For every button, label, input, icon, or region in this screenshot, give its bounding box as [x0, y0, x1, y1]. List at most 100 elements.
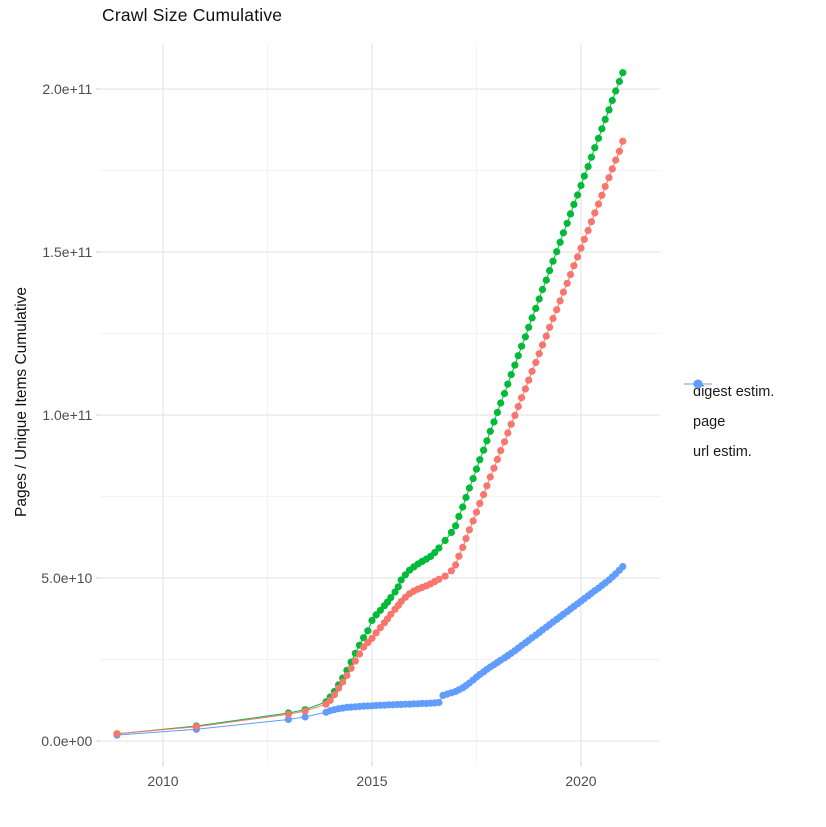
data-point — [339, 678, 347, 686]
data-point — [113, 730, 121, 738]
data-point — [511, 361, 519, 369]
legend: digest estim. page url estim. — [684, 377, 774, 467]
data-point — [372, 611, 380, 619]
data-point — [574, 253, 582, 261]
data-point — [441, 536, 449, 545]
legend-label: digest estim. — [693, 384, 775, 400]
data-point — [584, 163, 592, 171]
data-point — [546, 267, 554, 275]
data-point — [587, 153, 596, 161]
data-point — [580, 235, 588, 243]
data-point — [559, 288, 568, 296]
data-point — [394, 583, 402, 591]
data-point — [284, 715, 292, 724]
data-point — [465, 526, 473, 534]
data-point — [542, 332, 550, 340]
data-point — [559, 229, 568, 237]
data-point — [465, 484, 473, 492]
data-point — [483, 437, 491, 445]
data-point — [330, 691, 338, 699]
data-point — [490, 418, 498, 426]
data-point — [480, 491, 488, 499]
data-point — [549, 314, 557, 323]
data-point — [511, 411, 519, 419]
legend-label: page — [693, 414, 726, 430]
chart-title: Crawl Size Cumulative — [102, 5, 283, 25]
data-point — [480, 446, 488, 454]
data-point — [435, 575, 443, 583]
series-line — [116, 566, 624, 736]
data-point — [538, 341, 547, 349]
x-tick-label: 2010 — [147, 773, 178, 789]
data-point — [538, 285, 547, 294]
data-point — [472, 465, 481, 473]
data-point — [284, 710, 292, 718]
data-point — [326, 696, 334, 704]
data-point — [514, 402, 522, 411]
data-point — [455, 552, 463, 560]
data-point — [368, 634, 376, 642]
data-point — [401, 571, 409, 579]
data-point — [591, 144, 599, 152]
data-point — [368, 616, 376, 625]
data-point — [619, 137, 627, 145]
data-point — [504, 429, 512, 437]
data-point — [335, 684, 343, 692]
data-point — [535, 350, 543, 358]
data-point — [591, 209, 599, 217]
legend-item-page: page — [684, 379, 774, 437]
y-tick-label: 1.5e+11 — [42, 244, 92, 260]
y-tick-label: 2.0e+11 — [42, 81, 92, 97]
data-point — [518, 342, 526, 350]
data-point — [521, 385, 530, 393]
data-point — [500, 438, 509, 446]
data-point — [532, 358, 540, 367]
data-point — [192, 723, 200, 731]
data-point — [553, 248, 561, 256]
data-point — [619, 563, 627, 571]
y-tick-label: 1.0e+11 — [42, 407, 92, 423]
data-point — [563, 219, 571, 227]
data-point — [435, 544, 443, 552]
data-point — [507, 371, 515, 379]
data-point — [387, 610, 395, 618]
data-point — [504, 380, 512, 388]
data-point — [301, 707, 309, 715]
data-point — [577, 181, 585, 190]
series-line — [116, 72, 624, 735]
y-tick-label: 5.0e+10 — [41, 570, 92, 586]
data-point — [376, 624, 384, 632]
data-point — [455, 512, 463, 521]
data-point — [435, 698, 443, 707]
data-point — [566, 210, 575, 218]
data-point — [615, 147, 624, 155]
data-point — [556, 297, 564, 305]
data-point — [500, 389, 509, 398]
data-point — [528, 314, 536, 322]
data-point — [605, 106, 613, 114]
data-point — [447, 528, 455, 537]
data-point — [391, 588, 399, 596]
data-point — [580, 172, 588, 180]
data-point — [518, 394, 526, 402]
data-point — [462, 535, 470, 543]
data-point — [431, 549, 439, 557]
legend-item-url-estim: url estim. — [684, 379, 774, 467]
data-point — [615, 77, 624, 86]
data-point — [546, 323, 554, 331]
data-point — [532, 304, 540, 312]
data-point — [566, 270, 575, 279]
data-point — [549, 257, 557, 265]
legend-label: url estim. — [693, 444, 752, 460]
series-url-estim — [113, 563, 627, 739]
data-point — [397, 576, 405, 584]
data-point — [360, 643, 368, 651]
series-page — [113, 69, 627, 738]
data-point — [490, 464, 498, 472]
data-point — [486, 427, 494, 435]
data-point — [347, 664, 355, 672]
data-point — [594, 200, 603, 208]
data-point — [469, 475, 477, 483]
data-point — [497, 447, 505, 455]
data-point — [486, 473, 494, 481]
